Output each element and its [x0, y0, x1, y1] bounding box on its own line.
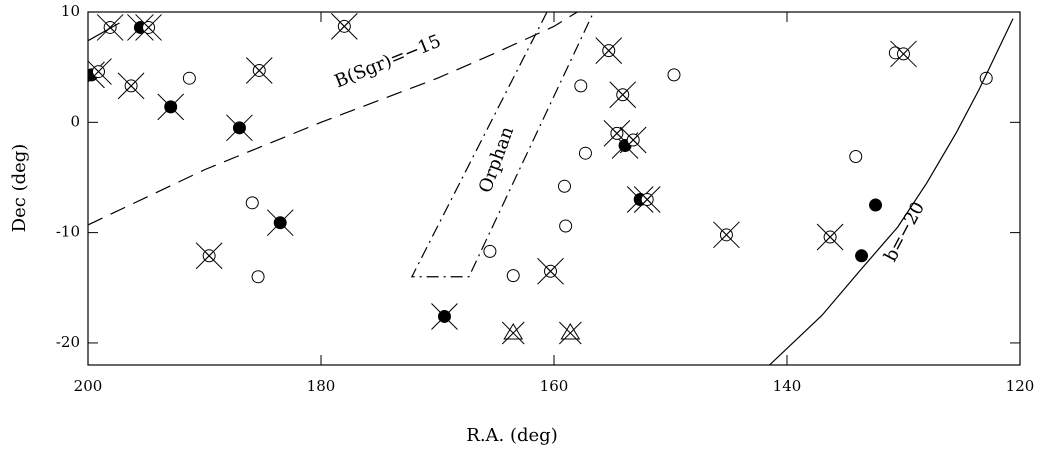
cross	[501, 321, 525, 345]
annotation: b=−20	[880, 198, 929, 265]
cross	[595, 37, 623, 64]
plot-area	[88, 12, 1014, 365]
triangle	[503, 323, 524, 340]
marker	[849, 150, 863, 164]
point	[245, 57, 273, 84]
x-tick-label: 180	[307, 377, 336, 395]
marker	[557, 179, 571, 193]
point	[88, 58, 112, 85]
cross	[713, 221, 740, 249]
y-axis-label: Dec (deg)	[9, 144, 30, 233]
cross	[816, 223, 844, 251]
point	[182, 71, 196, 85]
x-tick-label: 160	[540, 377, 569, 395]
point	[667, 68, 681, 82]
point	[713, 221, 740, 249]
cross	[626, 186, 654, 213]
cross	[117, 72, 145, 100]
marker	[574, 79, 588, 93]
cross	[96, 14, 124, 41]
marker	[245, 196, 259, 210]
point	[266, 209, 294, 237]
cross	[609, 81, 637, 109]
point	[595, 37, 623, 64]
point	[609, 81, 637, 109]
point	[816, 223, 844, 251]
annotation: B(Sgr)=−15	[332, 31, 444, 93]
point	[330, 12, 358, 40]
cross	[890, 40, 917, 68]
plot-frame	[87, 11, 1021, 366]
point	[890, 40, 917, 68]
cross	[431, 303, 458, 330]
cross	[127, 14, 154, 41]
marker	[483, 244, 497, 258]
point	[157, 93, 185, 121]
point	[537, 257, 564, 285]
curve	[88, 22, 120, 42]
marker	[578, 146, 592, 160]
point	[603, 119, 631, 147]
point	[245, 196, 259, 210]
marker	[559, 219, 573, 233]
marker	[506, 269, 520, 283]
marker	[855, 249, 869, 263]
curve	[88, 12, 578, 226]
cross	[537, 257, 564, 285]
y-tick-label: 10	[61, 2, 80, 20]
point	[633, 186, 661, 213]
point	[574, 79, 588, 93]
point	[195, 242, 223, 270]
y-tick-label: -20	[56, 333, 80, 351]
curve	[410, 12, 595, 278]
marker	[869, 198, 883, 212]
point	[578, 146, 592, 160]
cross	[157, 93, 185, 121]
cross	[88, 58, 112, 83]
point	[559, 219, 573, 233]
point	[431, 303, 458, 330]
point	[506, 269, 520, 283]
x-tick-label: 140	[773, 377, 802, 395]
cross	[558, 321, 582, 345]
cross	[226, 114, 253, 142]
point	[869, 198, 883, 212]
y-tick-label: -10	[56, 223, 80, 241]
cross	[195, 242, 223, 270]
curve	[769, 18, 1014, 365]
point	[135, 14, 162, 41]
point	[849, 150, 863, 164]
marker	[182, 71, 196, 85]
point	[557, 179, 571, 193]
point	[855, 249, 869, 263]
cross	[245, 57, 273, 84]
point	[558, 321, 582, 345]
marker	[667, 68, 681, 82]
x-tick-label: 120	[1006, 377, 1035, 395]
point	[251, 270, 265, 284]
point	[226, 114, 253, 142]
cross	[603, 119, 631, 147]
cross	[619, 126, 647, 154]
cross	[135, 14, 162, 41]
triangle	[560, 323, 581, 340]
x-axis-label: R.A. (deg)	[466, 425, 557, 446]
cross	[266, 209, 294, 237]
point	[619, 126, 647, 154]
x-tick-label: 200	[74, 377, 103, 395]
annotation: Orphan	[475, 124, 518, 196]
point	[483, 244, 497, 258]
y-tick-label: 0	[70, 112, 80, 130]
cross	[633, 186, 661, 213]
point	[96, 14, 124, 41]
marker	[251, 270, 265, 284]
point	[501, 321, 525, 345]
cross	[330, 12, 358, 40]
point	[117, 72, 145, 100]
